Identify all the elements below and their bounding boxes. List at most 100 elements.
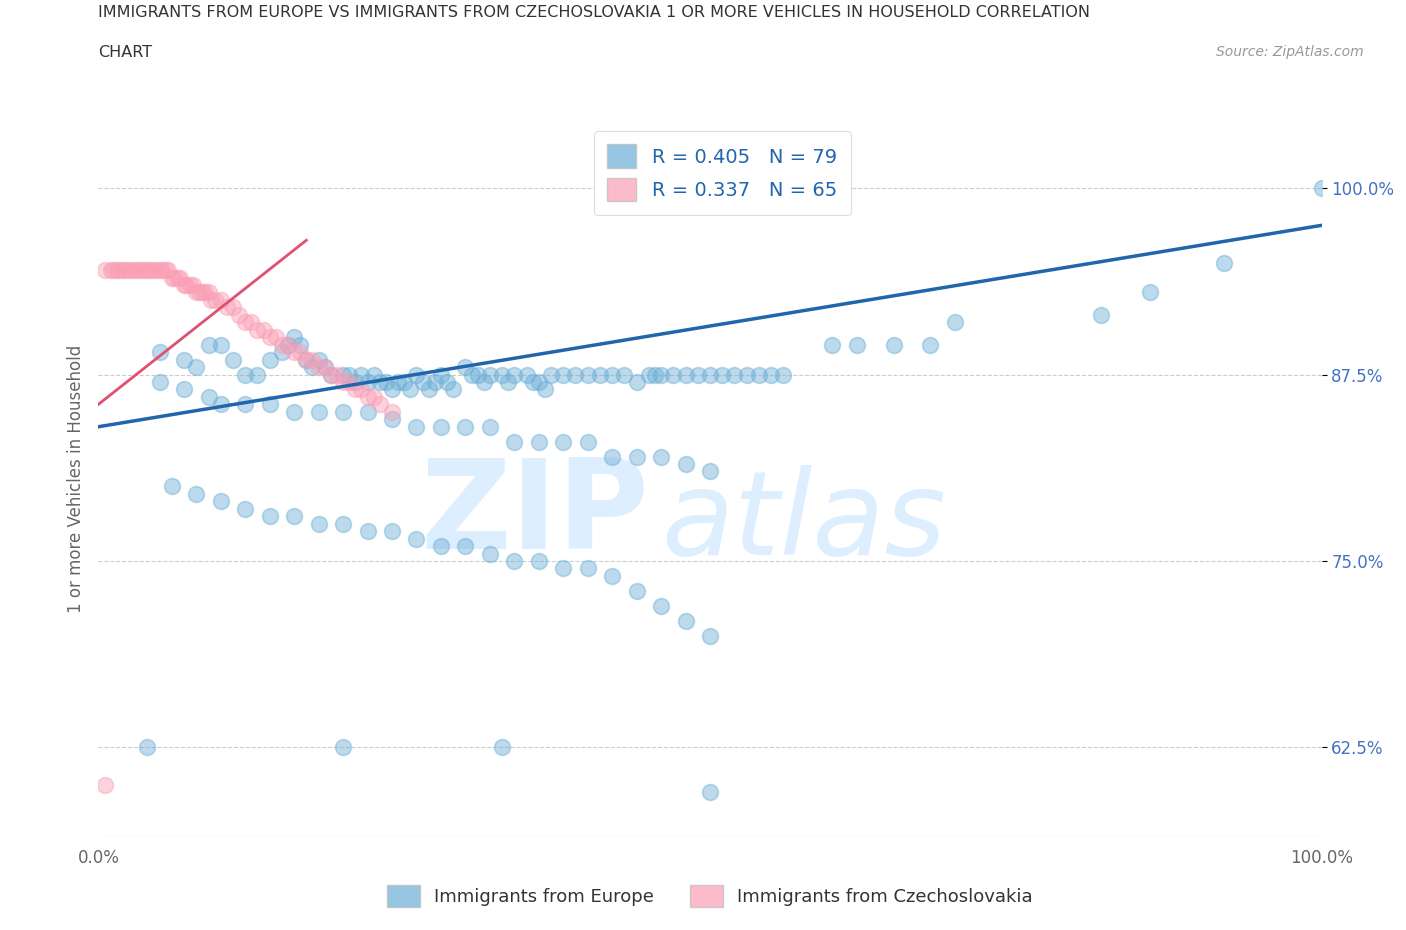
Point — [553, 367, 575, 382]
Point — [332, 375, 354, 390]
Point — [132, 262, 155, 277]
Point — [350, 382, 373, 397]
Point — [699, 785, 721, 800]
Point — [337, 367, 360, 382]
Point — [503, 434, 526, 449]
Point — [169, 270, 191, 285]
Point — [240, 315, 263, 330]
Point — [381, 412, 404, 427]
Point — [295, 352, 318, 367]
Point — [228, 308, 250, 323]
Point — [699, 464, 721, 479]
Point — [270, 345, 294, 360]
Point — [430, 367, 453, 382]
Point — [920, 338, 942, 352]
Point — [626, 375, 648, 390]
Point — [576, 367, 599, 382]
Point — [197, 338, 219, 352]
Point — [405, 367, 427, 382]
Point — [186, 486, 208, 501]
Point — [478, 546, 501, 561]
Point — [215, 300, 238, 315]
Point — [259, 352, 281, 367]
Point — [191, 285, 214, 299]
Text: CHART: CHART — [98, 45, 152, 60]
Point — [363, 390, 385, 405]
Point — [139, 262, 162, 277]
Point — [118, 262, 141, 277]
Point — [100, 262, 122, 277]
Point — [197, 390, 219, 405]
Point — [295, 352, 318, 367]
Point — [430, 538, 453, 553]
Point — [600, 568, 623, 583]
Point — [149, 345, 172, 360]
Point — [356, 390, 378, 405]
Point — [259, 330, 281, 345]
Point — [200, 292, 222, 307]
Point — [478, 419, 501, 434]
Point — [381, 405, 404, 419]
Point — [181, 277, 204, 292]
Point — [699, 628, 721, 643]
Point — [467, 367, 489, 382]
Point — [290, 338, 312, 352]
Point — [332, 740, 354, 755]
Point — [101, 262, 124, 277]
Point — [436, 375, 458, 390]
Point — [308, 405, 330, 419]
Point — [454, 538, 477, 553]
Point — [173, 382, 195, 397]
Point — [187, 285, 209, 299]
Point — [748, 367, 770, 382]
Point — [270, 338, 294, 352]
Point — [503, 367, 526, 382]
Point — [114, 262, 136, 277]
Text: atlas: atlas — [661, 465, 946, 578]
Point — [527, 375, 550, 390]
Point — [120, 262, 142, 277]
Point — [772, 367, 794, 382]
Point — [252, 323, 274, 338]
Point — [534, 382, 557, 397]
Point — [127, 262, 149, 277]
Point — [186, 360, 208, 375]
Point — [1310, 180, 1333, 195]
Point — [845, 338, 868, 352]
Point — [735, 367, 758, 382]
Point — [111, 262, 134, 277]
Point — [761, 367, 783, 382]
Point — [441, 382, 464, 397]
Point — [308, 352, 330, 367]
Point — [600, 367, 623, 382]
Point — [186, 285, 208, 299]
Point — [337, 375, 360, 390]
Point — [319, 367, 342, 382]
Y-axis label: 1 or more Vehicles in Household: 1 or more Vehicles in Household — [66, 345, 84, 613]
Point — [332, 405, 354, 419]
Point — [179, 277, 201, 292]
Point — [675, 367, 697, 382]
Point — [600, 449, 623, 464]
Point — [233, 367, 256, 382]
Point — [943, 315, 966, 330]
Point — [264, 330, 287, 345]
Point — [478, 367, 501, 382]
Point — [496, 375, 519, 390]
Point — [332, 367, 354, 382]
Point — [222, 300, 245, 315]
Point — [246, 367, 269, 382]
Point — [149, 375, 172, 390]
Point — [246, 323, 269, 338]
Point — [326, 367, 349, 382]
Point — [160, 479, 183, 494]
Point — [553, 434, 575, 449]
Point — [157, 262, 180, 277]
Point — [381, 382, 404, 397]
Point — [460, 367, 482, 382]
Point — [233, 397, 256, 412]
Point — [454, 419, 477, 434]
Point — [675, 613, 697, 628]
Point — [418, 382, 440, 397]
Point — [160, 270, 183, 285]
